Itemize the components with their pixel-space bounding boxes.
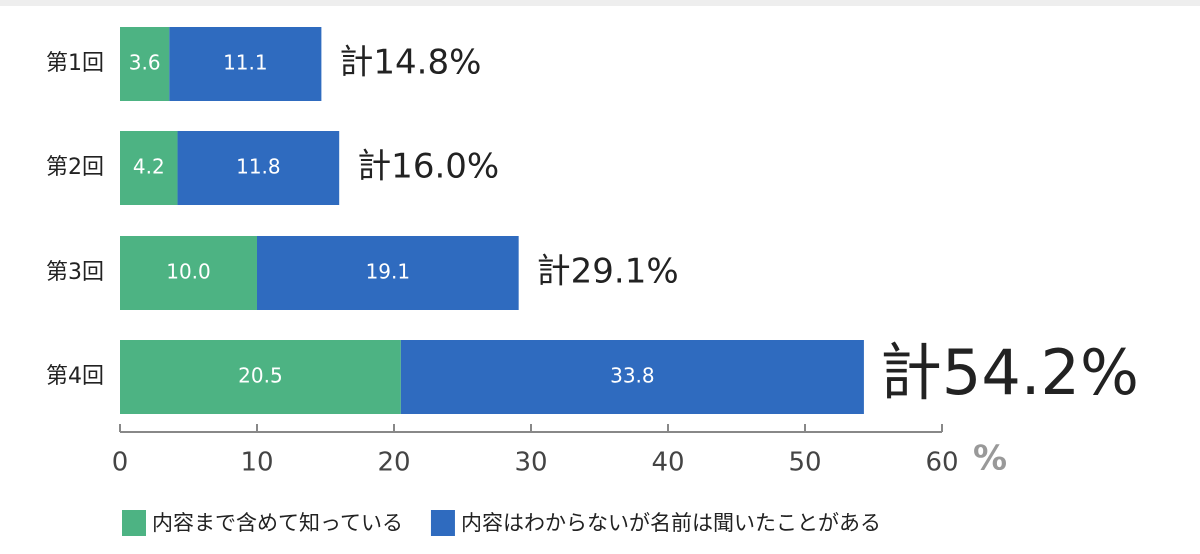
bar-segment [169,27,322,101]
y-tick-label: 第3回 [46,260,104,285]
y-tick-label: 第2回 [46,155,104,180]
bar-segment [120,236,257,310]
total-label: 計14.8% [339,43,481,83]
bar-segment [400,340,864,414]
x-tick-label: 10 [240,448,273,478]
legend-label: 内容まで含めて知っている [152,511,403,535]
legend-swatch [122,510,146,536]
bar-segment [177,131,340,205]
total-label: 計54.2% [880,336,1139,409]
value-label: 19.1 [366,260,411,284]
x-tick-label: 50 [788,448,821,478]
value-label: 10.0 [166,260,211,284]
value-label: 20.5 [238,364,283,388]
value-label: 4.2 [133,155,165,179]
y-tick-label: 第1回 [46,51,104,76]
y-tick-label: 第4回 [46,364,104,389]
top-edge [0,0,1200,6]
total-label: 計29.1% [537,252,679,292]
total-label: 計16.0% [357,147,499,187]
bar-segment [120,340,401,414]
bar-segment [120,131,178,205]
legend-swatch [430,510,455,536]
value-label: 33.8 [610,364,655,388]
bar-segment [257,236,519,310]
x-tick-label: 20 [377,448,410,478]
x-tick-label: 40 [651,448,684,478]
bar-segment [120,27,170,101]
value-label: 11.8 [236,155,281,179]
value-label: 3.6 [129,51,161,75]
x-tick-label: 60 [925,448,958,478]
x-tick-label: 30 [514,448,547,478]
legend-label: 内容はわからないが名前は聞いたことがある [461,511,881,535]
value-label: 11.1 [223,51,268,75]
x-unit-label: % [973,439,1007,479]
x-tick-label: 0 [112,448,129,478]
